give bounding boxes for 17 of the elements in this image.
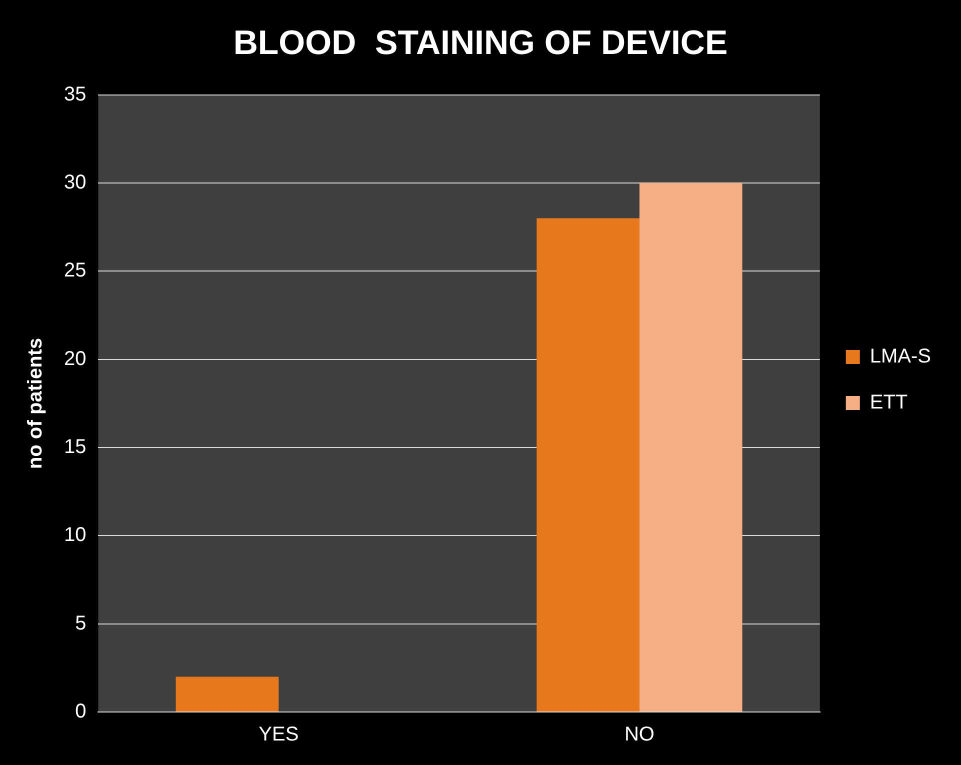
chart-title: BLOOD STAINING OF DEVICE (233, 24, 728, 62)
bar (536, 218, 640, 712)
y-axis-title: no of patients (24, 338, 47, 469)
bar (176, 676, 279, 712)
bar (639, 182, 742, 712)
legend-label: ETT (870, 392, 908, 414)
y-tick-label: 5 (75, 612, 86, 634)
y-tick-label: 30 (64, 171, 86, 194)
y-tick-label: 15 (64, 436, 86, 458)
legend-label: LMA-S (870, 346, 931, 368)
x-tick-label: YES (258, 724, 299, 746)
y-tick-label: 10 (64, 524, 86, 546)
x-tick-label: NO (624, 724, 654, 746)
y-tick-label: 20 (64, 348, 86, 370)
y-tick-label: 35 (64, 83, 86, 106)
y-tick-label: 25 (64, 260, 86, 282)
y-tick-label: 0 (75, 700, 86, 723)
